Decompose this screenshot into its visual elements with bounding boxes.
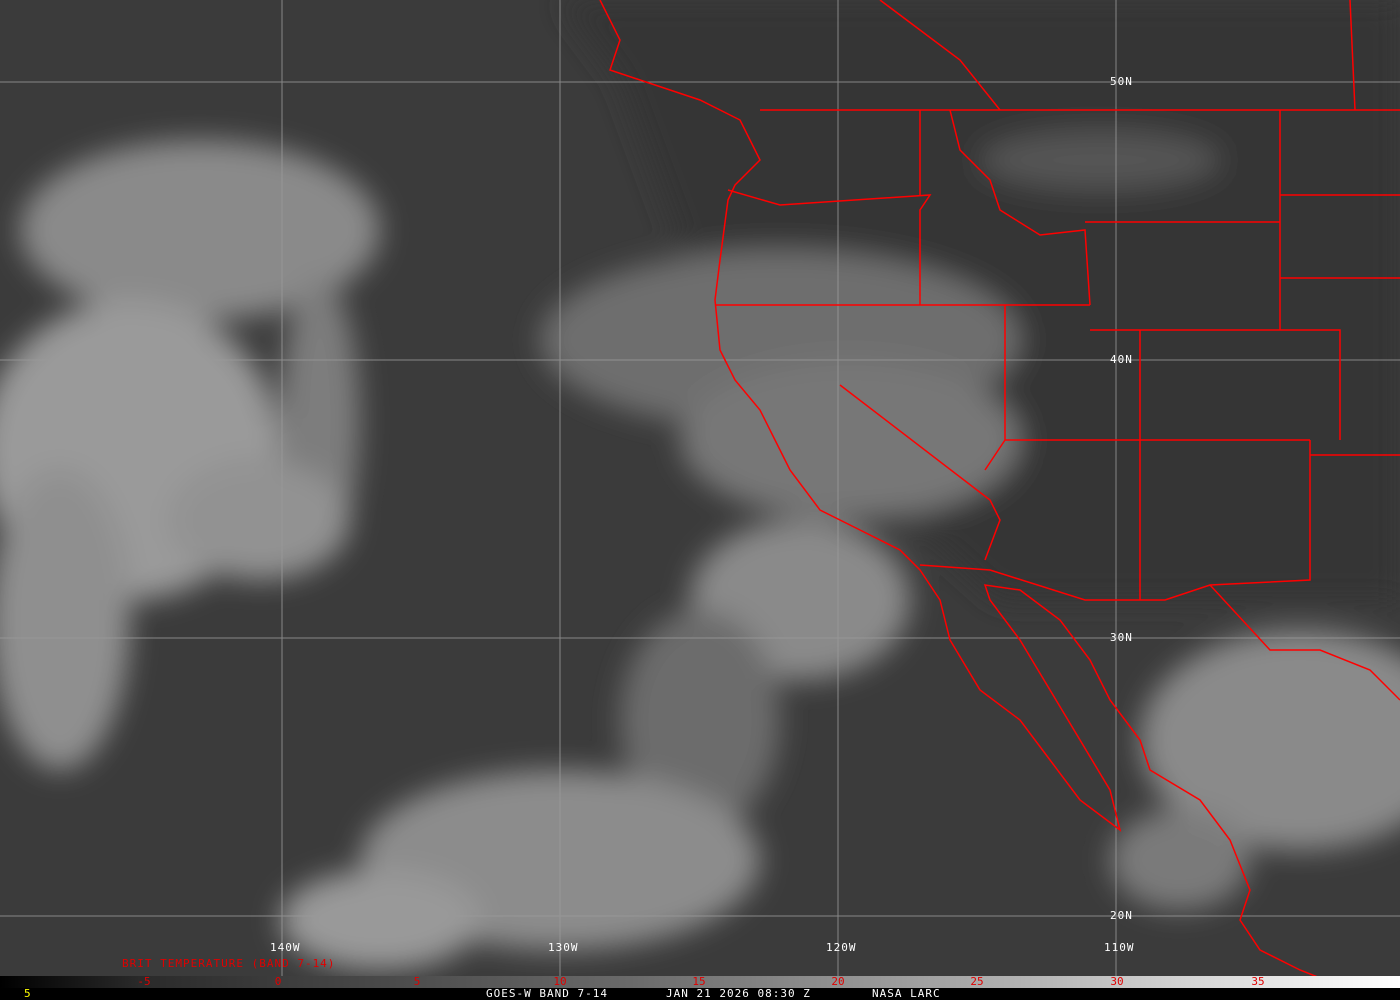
lat-label-40n: 40N: [1110, 353, 1133, 366]
colorbar-tick: 15: [692, 975, 706, 988]
source-label: NASA LARC: [872, 987, 941, 1000]
coastline-west: [599, 0, 1351, 991]
colorbar-tick: 0: [274, 975, 282, 988]
colorbar-tick: 10: [553, 975, 567, 988]
lon-label-110w: 110W: [1104, 941, 1135, 954]
colorbar-tick: 5: [413, 975, 421, 988]
satellite-band-label: GOES-W BAND 7-14: [486, 987, 608, 1000]
colorbar-tick: 25: [970, 975, 984, 988]
colorbar-tick: 20: [831, 975, 845, 988]
timestamp-label: JAN 21 2026 08:30 Z: [666, 987, 811, 1000]
political-borders: [599, 0, 1400, 991]
footer-left-value: 5: [24, 987, 32, 1000]
colorbar-tick: -5: [137, 975, 151, 988]
temperature-colorbar: [0, 976, 1400, 988]
lon-label-120w: 120W: [826, 941, 857, 954]
colorbar-tick: 30: [1110, 975, 1124, 988]
state-borders: [715, 0, 1400, 701]
lat-label-20n: 20N: [1110, 909, 1133, 922]
lat-label-50n: 50N: [1110, 75, 1133, 88]
footer-bar: [0, 988, 1400, 1000]
legend-title: BRIT TEMPERATURE (BAND 7-14): [122, 957, 336, 970]
lon-label-130w: 130W: [548, 941, 579, 954]
lon-label-140w: 140W: [270, 941, 301, 954]
graticule: [0, 0, 1400, 976]
colorbar-tick: 35: [1251, 975, 1265, 988]
lat-label-30n: 30N: [1110, 631, 1133, 644]
cloud-field: [0, 0, 1400, 970]
